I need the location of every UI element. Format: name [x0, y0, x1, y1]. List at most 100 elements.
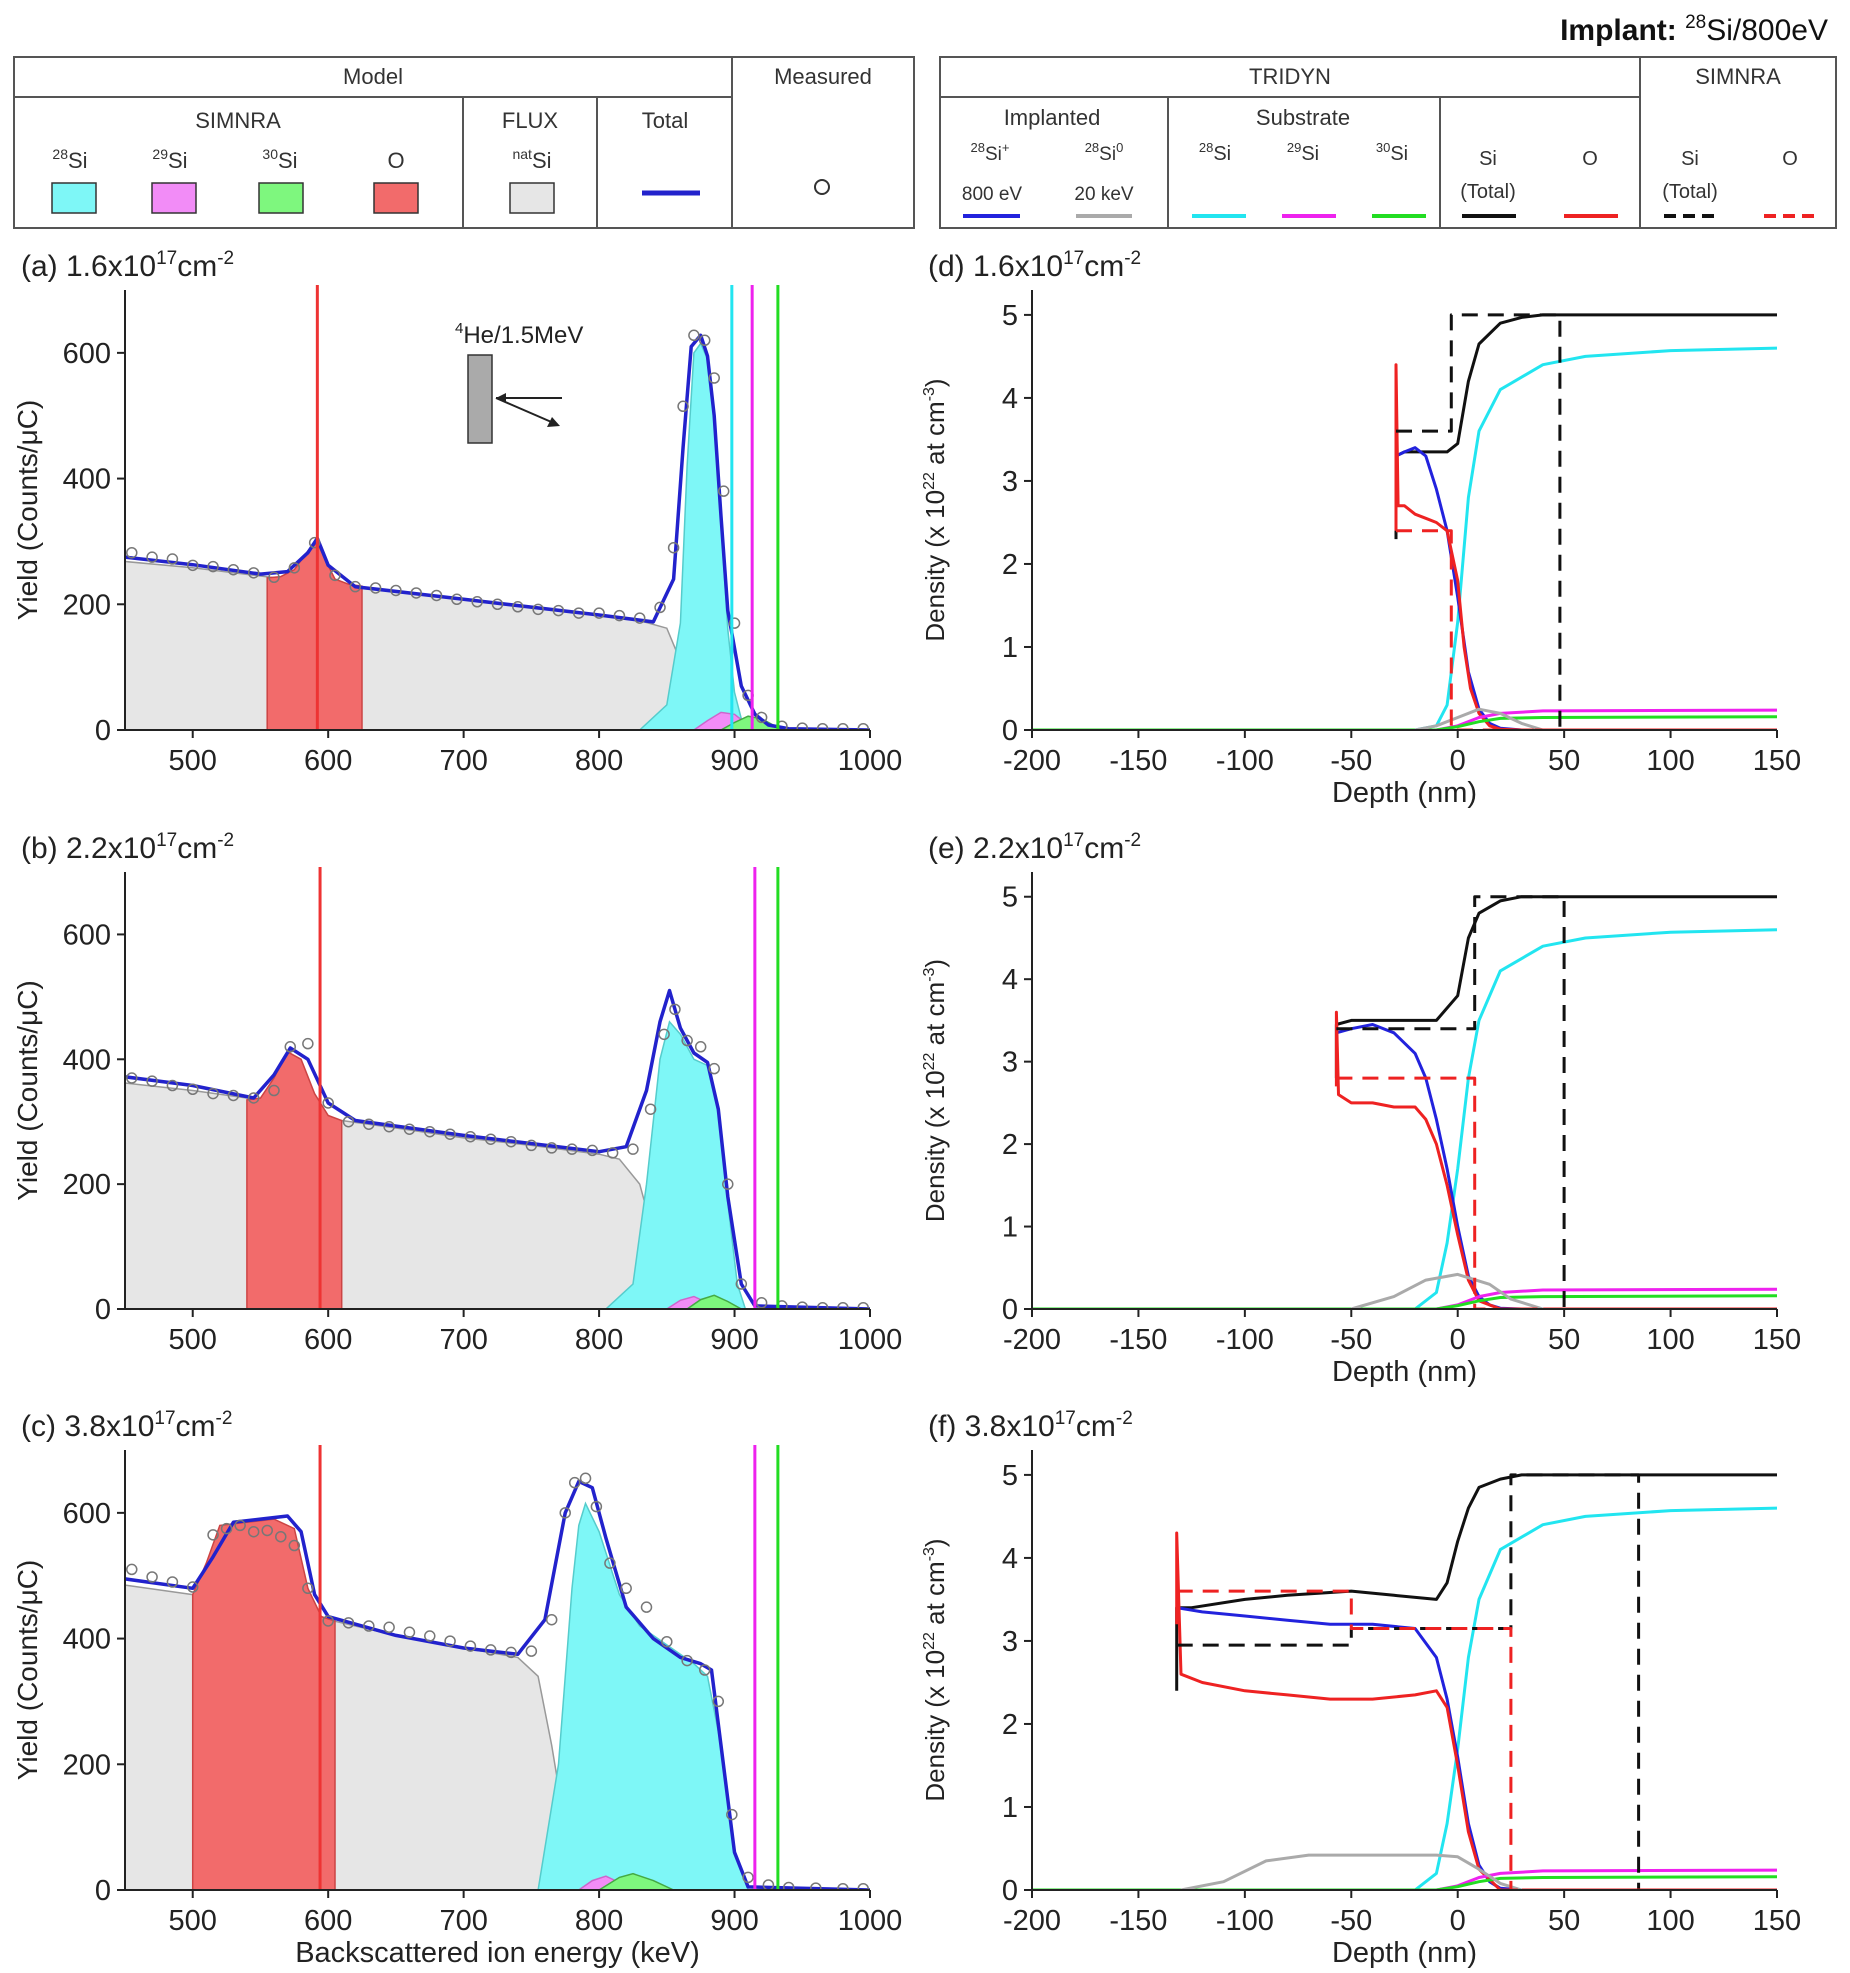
svg-text:29Si: 29Si — [1287, 140, 1319, 165]
x-tick-label-f-6: 100 — [1646, 1905, 1694, 1937]
y-tick-label-e-1: 1 — [1002, 1212, 1018, 1244]
measured-point-b-3 — [186, 1083, 199, 1096]
y-tick-label-f-4: 4 — [1002, 1543, 1018, 1575]
svg-text:(Total): (Total) — [1460, 181, 1516, 203]
panel-label-e: (e) 2.2x1017cm-2 — [928, 830, 1141, 865]
y-tick-label-c-3: 600 — [63, 1498, 111, 1530]
legend-simnra-right-label: SIMNRA — [1695, 64, 1781, 89]
x-tick-label-e-2: -100 — [1216, 1324, 1274, 1356]
measured-point-a-9 — [308, 536, 321, 549]
series-line-d-1 — [1032, 346, 1777, 730]
x-axis-label-c: Backscattered ion energy (keV) — [295, 1937, 700, 1969]
measured-point-a-19 — [512, 601, 524, 613]
series-line-e-8 — [1336, 1076, 1777, 1309]
plot-area-b — [125, 988, 870, 1309]
measured-point-b-29 — [681, 1034, 693, 1047]
measured-point-c-22 — [525, 1645, 538, 1657]
x-tick-label-f-4: 0 — [1450, 1905, 1466, 1937]
series-line-f-7 — [1176, 1473, 1641, 1890]
x-tick-label-b-3: 800 — [575, 1324, 623, 1356]
measured-point-b-17 — [464, 1130, 477, 1143]
series-line-e-1 — [1032, 928, 1777, 1309]
x-tick-label-a-4: 900 — [710, 745, 758, 777]
x-tick-label-b-1: 600 — [304, 1324, 352, 1356]
measured-point-a-39 — [837, 722, 849, 730]
measured-point-a-17 — [471, 596, 483, 608]
x-tick-label-c-2: 700 — [439, 1905, 487, 1937]
y-axis-label-c: Yield (Counts/μC) — [12, 1560, 43, 1781]
y-tick-label-a-2: 400 — [63, 464, 111, 496]
measured-point-a-13 — [390, 584, 402, 597]
plot-area-e — [1032, 895, 1777, 1309]
measured-point-b-7 — [268, 1084, 280, 1097]
y-tick-label-b-1: 200 — [63, 1169, 111, 1201]
svg-text:(Total): (Total) — [1662, 181, 1718, 203]
measured-point-b-31 — [708, 1062, 720, 1075]
x-tick-label-c-3: 800 — [575, 1905, 623, 1937]
svg-text:800 eV: 800 eV — [962, 184, 1023, 205]
measured-point-c-6 — [234, 1519, 246, 1532]
y-tick-label-e-3: 3 — [1002, 1047, 1018, 1079]
series-line-f-0 — [1175, 1473, 1777, 1691]
x-tick-label-c-4: 900 — [710, 1905, 758, 1937]
chart-panel-c: 500 600 700 800 900 1000 0 200 400 600 (c) 3.8x101… — [12, 1408, 902, 1969]
y-tick-label-f-3: 3 — [1002, 1626, 1018, 1658]
legend-item-28si-plus: 28Si+ 800 eV — [962, 140, 1023, 218]
measured-point-b-37 — [816, 1302, 829, 1309]
legend-item-29si: 29Si — [151, 146, 197, 214]
measured-point-b-20 — [525, 1139, 538, 1152]
measured-point-a-23 — [593, 607, 605, 619]
swatch-29si — [151, 182, 197, 214]
chart-panel-a: 500 600 700 800 900 1000 0 200 400 600 (a) 1.6x101… — [12, 248, 902, 777]
y-tick-label-b-3: 600 — [63, 919, 111, 951]
measured-point-c-23 — [545, 1613, 558, 1626]
x-tick-label-d-3: -50 — [1330, 745, 1372, 777]
measured-point-a-32 — [717, 485, 730, 497]
measured-point-b-28 — [669, 1003, 681, 1016]
measured-point-c-33 — [698, 1664, 711, 1676]
measured-point-a-6 — [247, 567, 260, 579]
series-line-e-6 — [1350, 1272, 1544, 1309]
plot-area-d — [1032, 313, 1777, 730]
measured-point-b-30 — [694, 1041, 707, 1053]
legend-item-28si: 28Si — [51, 146, 97, 214]
measured-point-c-39 — [810, 1882, 822, 1890]
measured-point-b-6 — [247, 1092, 260, 1104]
x-tick-label-d-7: 150 — [1753, 745, 1801, 777]
series-line-e-4 — [1032, 1287, 1777, 1309]
y-tick-label-d-4: 4 — [1002, 383, 1018, 415]
x-axis-label-e: Depth (nm) — [1332, 1356, 1477, 1388]
measured-point-a-10 — [329, 569, 341, 582]
plot-area-a — [125, 329, 870, 730]
x-tick-label-c-0: 500 — [169, 1905, 217, 1937]
x-tick-label-f-1: -150 — [1109, 1905, 1167, 1937]
y-axis-label-a: Yield (Counts/μC) — [12, 400, 43, 621]
swatch-o — [373, 182, 419, 214]
x-tick-label-a-3: 800 — [575, 745, 623, 777]
y-tick-label-e-2: 2 — [1002, 1129, 1018, 1161]
measured-point-c-24 — [559, 1507, 571, 1519]
swatch-natsi — [509, 182, 555, 214]
svg-text:28Si: 28Si — [1199, 140, 1231, 165]
y-tick-label-d-5: 5 — [1002, 300, 1018, 332]
y-tick-label-c-2: 400 — [63, 1624, 111, 1656]
chart-panel-f: -200 -150 -100 -50 0 50 100 150 0 1 2 3 4 5 (f) 3.8x10… — [920, 1408, 1801, 1969]
legend-item-tridyn-o: O — [1564, 148, 1618, 218]
legend-item-sub-30si: 30Si — [1372, 140, 1426, 218]
x-tick-label-f-0: -200 — [1003, 1905, 1061, 1937]
measured-point-b-24 — [606, 1147, 619, 1159]
y-tick-label-b-0: 0 — [95, 1294, 111, 1326]
plot-area-c — [125, 1472, 870, 1890]
y-tick-label-e-4: 4 — [1002, 964, 1018, 996]
series-line-f-6 — [1180, 1853, 1523, 1890]
measured-point-c-12 — [322, 1615, 334, 1627]
swatch-30si — [258, 182, 304, 214]
x-tick-label-a-2: 700 — [439, 745, 487, 777]
measured-point-b-15 — [424, 1125, 436, 1138]
series-area-a-0 — [125, 560, 735, 730]
measured-point-c-4 — [207, 1529, 219, 1541]
measured-point-a-15 — [430, 589, 443, 602]
measured-point-c-32 — [681, 1654, 693, 1667]
